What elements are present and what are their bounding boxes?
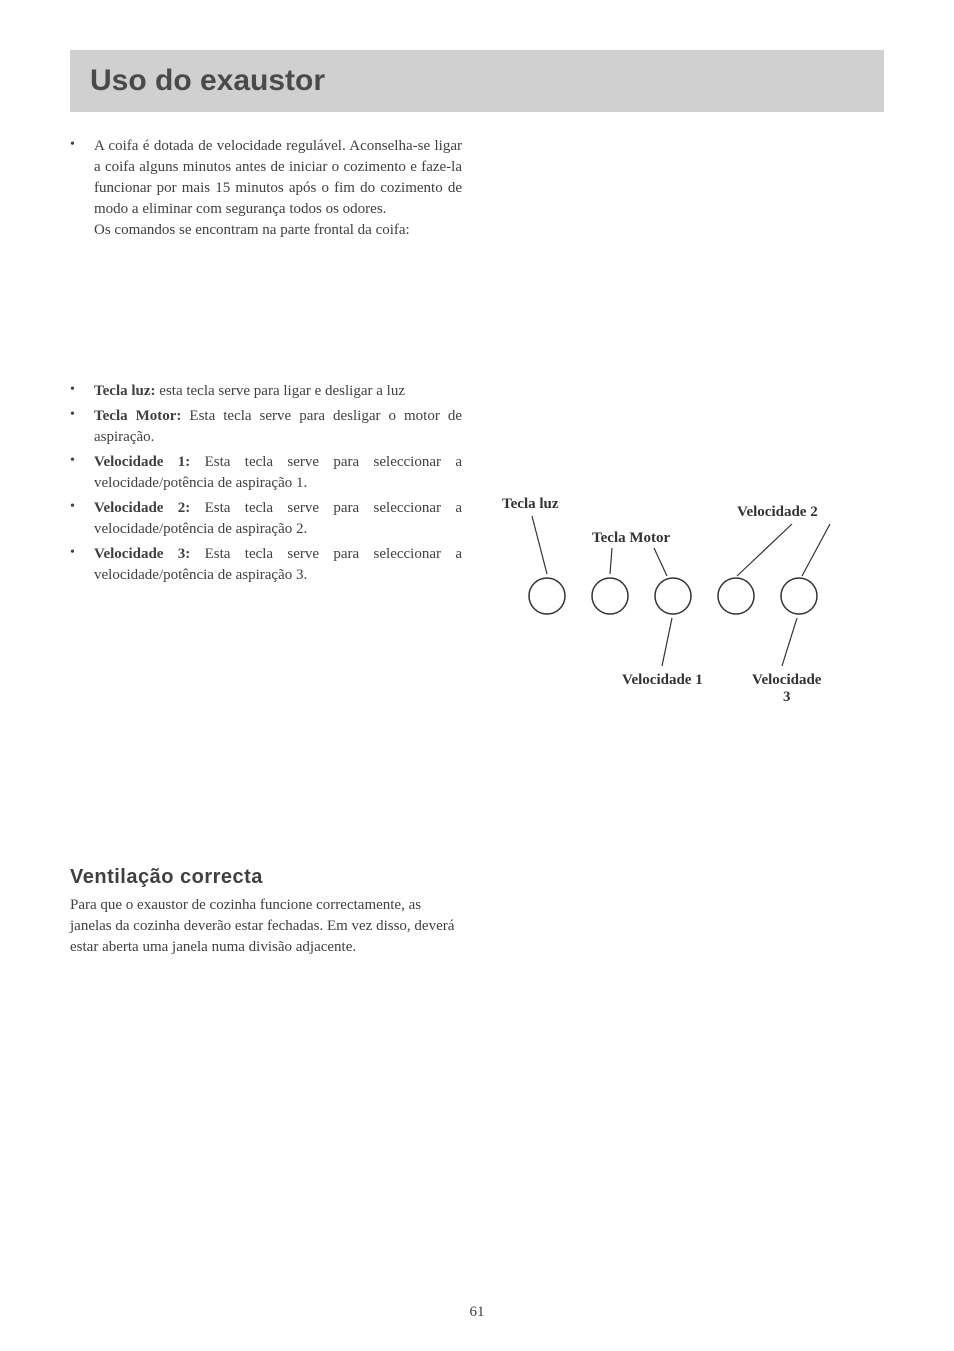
list-item: •Velocidade 1: Esta tecla serve para sel… (70, 452, 462, 494)
control-text: Velocidade 2: Esta tecla serve para sele… (94, 498, 462, 540)
control-text: Tecla luz: esta tecla serve para ligar e… (94, 381, 462, 402)
content-area: • A coifa é dotada de velocidade reguláv… (70, 136, 884, 958)
control-description: esta tecla serve para ligar e desligar a… (156, 383, 405, 399)
control-label: Tecla luz: (94, 383, 156, 399)
list-item: •Velocidade 3: Esta tecla serve para sel… (70, 544, 462, 586)
diagram-label-velocidade-3: Velocidade3 (752, 672, 821, 706)
bullet-icon: • (70, 452, 94, 494)
ventilation-title: Ventilação correcta (70, 866, 462, 889)
diagram-label-velocidade-1: Velocidade 1 (622, 672, 703, 689)
bullet-icon: • (70, 136, 94, 241)
bullet-icon: • (70, 498, 94, 540)
list-item: • A coifa é dotada de velocidade reguláv… (70, 136, 462, 241)
controls-section: •Tecla luz: esta tecla serve para ligar … (70, 381, 462, 586)
diagram-label-tecla-motor: Tecla Motor (592, 530, 670, 547)
diagram-label-tecla-luz: Tecla luz (502, 496, 559, 513)
ventilation-section: Ventilação correcta Para que o exaustor … (70, 866, 462, 958)
bullet-icon: • (70, 544, 94, 586)
left-column: • A coifa é dotada de velocidade reguláv… (70, 136, 462, 958)
diagram-svg (492, 496, 892, 756)
control-label: Velocidade 3: (94, 546, 190, 562)
button-diagram: Tecla luz Tecla Motor Velocidade 1 Velocida… (492, 496, 892, 756)
control-text: Velocidade 3: Esta tecla serve para sele… (94, 544, 462, 586)
list-item: •Tecla luz: esta tecla serve para ligar … (70, 381, 462, 402)
intro-para2: Os comandos se encontram na parte fronta… (94, 222, 410, 238)
control-text: Tecla Motor: Esta tecla serve para desli… (94, 406, 462, 448)
bullet-icon: • (70, 381, 94, 402)
intro-section: • A coifa é dotada de velocidade reguláv… (70, 136, 462, 241)
diagram-label-velocidade-2: Velocidade 2 (737, 504, 818, 521)
controls-list: •Tecla luz: esta tecla serve para ligar … (70, 381, 462, 586)
page-header: Uso do exaustor (70, 50, 884, 112)
bullet-icon: • (70, 406, 94, 448)
control-label: Velocidade 1: (94, 454, 190, 470)
intro-text: A coifa é dotada de velocidade regulável… (94, 136, 462, 241)
page-number: 61 (470, 1304, 485, 1321)
ventilation-text: Para que o exaustor de cozinha funcione … (70, 895, 462, 958)
page-title: Uso do exaustor (90, 64, 864, 98)
intro-list: • A coifa é dotada de velocidade reguláv… (70, 136, 462, 241)
control-label: Velocidade 2: (94, 500, 190, 516)
control-label: Tecla Motor: (94, 408, 181, 424)
list-item: •Velocidade 2: Esta tecla serve para sel… (70, 498, 462, 540)
list-item: •Tecla Motor: Esta tecla serve para desl… (70, 406, 462, 448)
intro-para1: A coifa é dotada de velocidade regulável… (94, 138, 462, 217)
control-text: Velocidade 1: Esta tecla serve para sele… (94, 452, 462, 494)
right-column: Tecla luz Tecla Motor Velocidade 1 Velocida… (492, 136, 884, 958)
